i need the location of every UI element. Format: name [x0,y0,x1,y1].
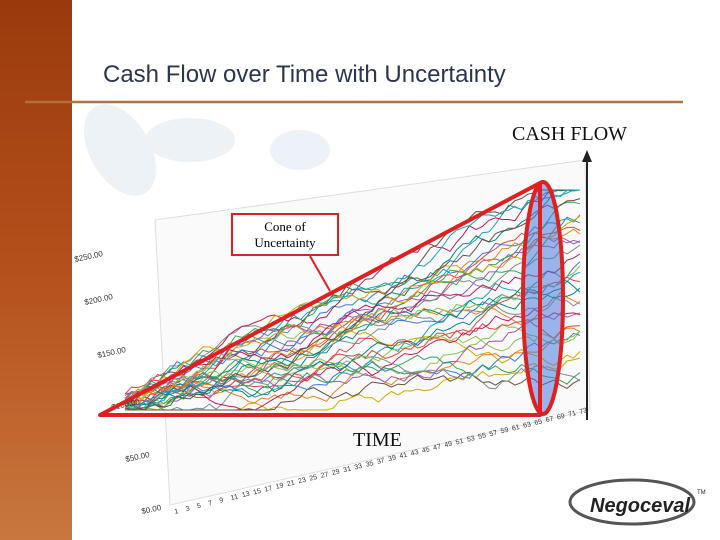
y-axis-label: CASH FLOW [512,123,627,145]
sim-line [124,296,581,404]
cone-triangle [98,181,542,417]
uncertainty-ellipse [521,180,565,416]
chart-x-label: 61 [511,424,520,433]
chart-x-label: 23 [298,477,307,486]
sim-line [124,214,581,411]
logo-swoosh [568,478,696,526]
sim-line [124,280,581,405]
chart-x-label: 33 [354,463,363,472]
chart-y-label: $0.00 [141,503,163,516]
chart-x-label: 59 [500,427,509,436]
chart-x-label: 37 [376,457,385,466]
logo-name: Negoceval [590,495,690,517]
chart-y-label: $250.00 [74,249,105,264]
chart-x-label: 71 [568,410,577,419]
chart-x-label: 49 [444,441,453,450]
sim-line [124,327,581,404]
chart-x-label: 1 [174,508,180,516]
sim-line [124,198,581,411]
x-axis-label: TIME [353,429,402,451]
chart-x-label: 9 [219,497,225,505]
sim-line [124,244,581,411]
chart-x-label: 21 [286,479,295,488]
y-arrow-head [582,150,592,162]
sim-line [124,216,581,399]
chart-x-label: 51 [455,438,464,447]
callout-pointer [309,255,331,292]
chart-x-label: 17 [264,485,273,494]
chart-x-label: 41 [399,452,408,461]
sim-line [124,291,581,406]
sim-line [124,332,581,406]
chart-x-label: 55 [478,432,487,441]
chart-x-label: 25 [309,474,318,483]
chart-x-label: 63 [523,421,532,430]
chart-x-label: 65 [534,418,543,427]
chart-x-label: 13 [241,491,250,500]
chart-x-label: 57 [489,429,498,438]
chart-x-label: 15 [253,488,262,497]
sim-line [124,253,581,405]
chart-x-label: 73 [579,407,588,416]
sim-line [124,189,580,406]
side-band [0,0,72,540]
sim-line [124,354,581,411]
slide-title: Cash Flow over Time with Uncertainty [103,61,506,88]
chart-x-label: 69 [556,413,565,422]
logo: Negoceval TM [568,478,706,526]
sim-line [124,330,581,401]
chart-x-label: 7 [208,500,214,508]
chart-x-label: 67 [545,416,554,425]
sim-line [124,189,580,409]
chart-x-label: 35 [365,460,374,469]
chart-x-label: 39 [388,454,397,463]
sim-line [124,215,581,405]
chart-x-label: 19 [275,482,284,491]
callout: Cone of Uncertainty [231,213,339,256]
chart-x-label: 3 [185,505,191,513]
sim-line [124,312,581,407]
sim-line [124,371,581,411]
chart-x-label: 27 [320,471,329,480]
sim-line [124,318,581,399]
chart-x-label: 31 [343,466,352,475]
chart-x-label: 45 [421,446,430,455]
chart-x-label: 11 [230,493,239,502]
sim-line [124,276,581,410]
chart-y-label: $150.00 [97,345,128,360]
sim-line [124,265,581,408]
chart-x-label: 29 [331,468,340,477]
chart-x-label: 47 [433,443,442,452]
chart-x-label: 53 [466,435,475,444]
logo-mark: TM [697,490,706,496]
chart-y-label: $200.00 [84,292,115,307]
chart-x-label: 43 [410,449,419,458]
chart-x-label: 5 [196,503,202,511]
chart-y-label: $50.00 [125,450,151,464]
